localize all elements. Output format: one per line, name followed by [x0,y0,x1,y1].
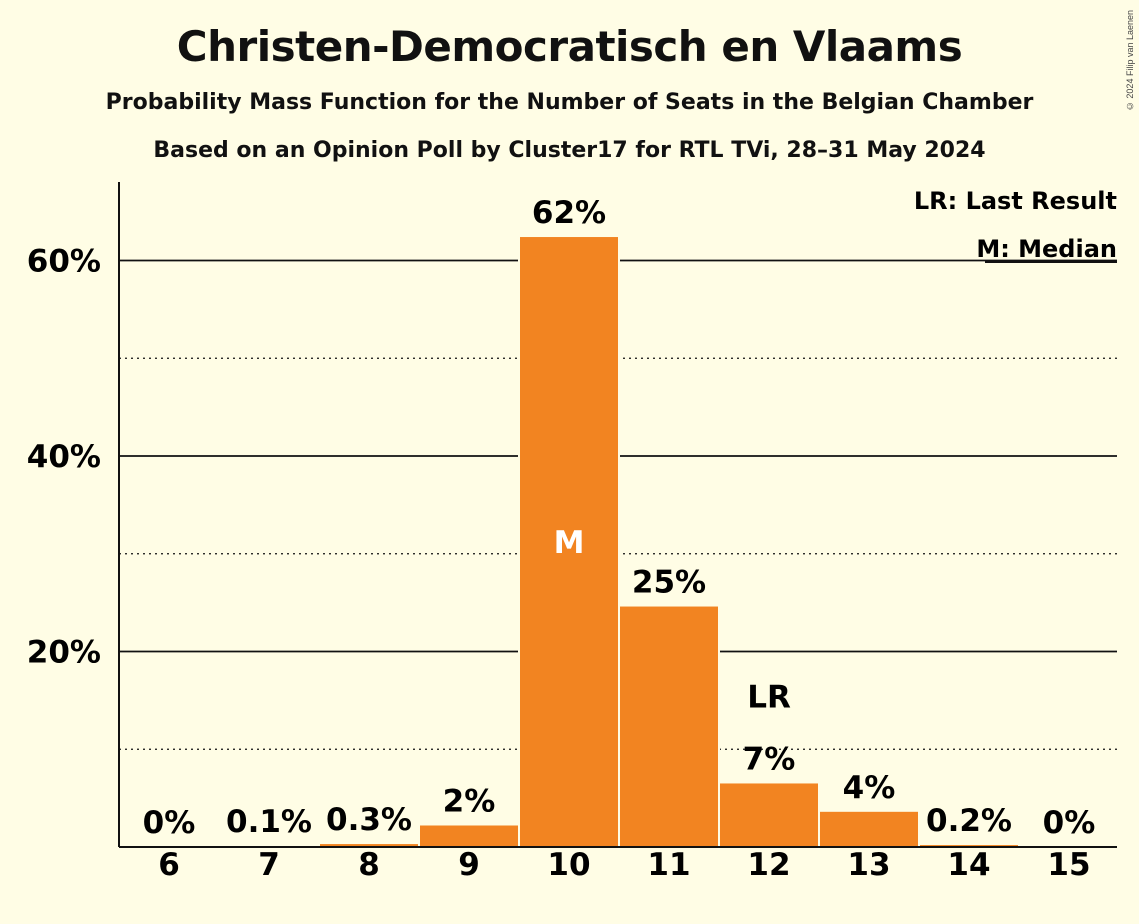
bar-seats-12 [720,783,818,847]
x-tick-label: 13 [847,847,890,883]
x-tick-label: 11 [647,847,690,883]
data-label: 62% [532,195,606,231]
data-label: 7% [743,741,796,777]
x-tick-label: 8 [358,847,380,883]
last-result-marker: LR [747,679,791,715]
bar-gap [918,843,1020,847]
y-tick-label: 40% [27,439,101,475]
legend-last-result: LR: Last Result [914,187,1117,215]
x-tick-label: 7 [258,847,280,883]
data-label: 0% [143,805,196,841]
data-label: 4% [843,770,896,806]
legend-median: M: Median [976,235,1117,263]
bar-seats-13 [820,811,918,847]
bar-gap [218,844,320,847]
x-tick-label: 10 [547,847,590,883]
chart-title: Christen-Democratisch en Vlaams [176,22,963,71]
y-tick-label: 60% [27,244,101,280]
x-tick-label: 15 [1047,847,1090,883]
x-tick-label: 14 [947,847,990,883]
bar-seats-11 [620,606,718,847]
chart-subtitle: Probability Mass Function for the Number… [105,90,1034,115]
data-label: 25% [632,565,706,601]
data-label: 0.1% [226,804,312,840]
data-label: 0% [1043,805,1096,841]
x-tick-label: 6 [158,847,180,883]
median-marker: M [554,525,585,561]
bar-seats-9 [420,825,518,847]
bar-seats-8 [320,844,418,847]
chart-source: Based on an Opinion Poll by Cluster17 fo… [153,138,986,163]
y-tick-label: 20% [27,635,101,671]
data-label: 0.3% [326,802,412,838]
x-tick-label: 9 [458,847,480,883]
data-label: 2% [443,783,496,819]
data-label: 0.2% [926,803,1012,839]
bar-seats-10 [520,237,618,848]
x-tick-label: 12 [747,847,790,883]
